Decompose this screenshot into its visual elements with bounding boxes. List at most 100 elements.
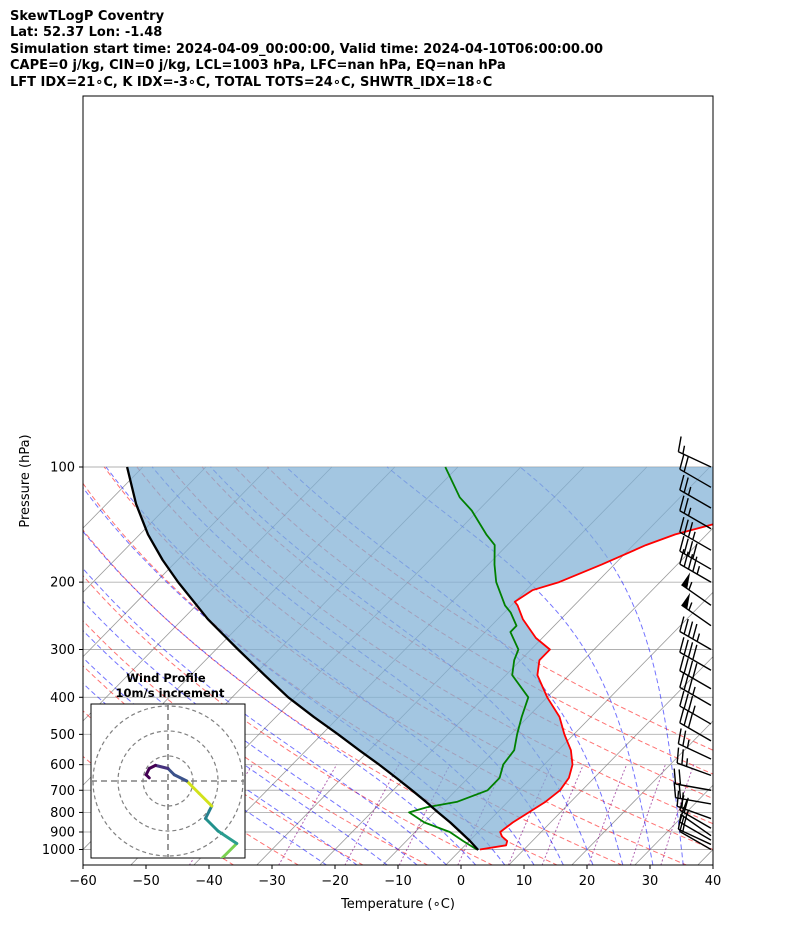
- x-tick-label: 10: [516, 874, 533, 889]
- wind-barb-flag: [679, 672, 685, 688]
- mixing-ratio-line: [344, 764, 400, 865]
- x-tick-label: −30: [258, 874, 285, 889]
- x-tick-label: −40: [195, 874, 222, 889]
- wind-barb-flag: [687, 677, 694, 693]
- wind-barb-flag: [692, 556, 698, 572]
- isotherm-line: [697, 848, 713, 865]
- wind-barb-shaft: [679, 531, 712, 551]
- wind-barb-flag: [683, 639, 689, 655]
- x-tick-label: −60: [69, 874, 96, 889]
- hodograph-title: Wind Profile: [126, 671, 206, 685]
- wind-barb-shaft: [675, 796, 712, 805]
- mixing-ratio-line: [629, 764, 666, 865]
- wind-barb-shaft: [679, 630, 712, 651]
- wind-barb-half-flag: [687, 486, 692, 496]
- wind-barb: [681, 572, 712, 606]
- wind-barb-flag: [683, 477, 689, 493]
- wind-barb-shaft: [679, 651, 712, 671]
- wind-barb-flag: [692, 644, 698, 660]
- wind-barb: [679, 454, 712, 488]
- wind-barb-half-flag: [685, 758, 689, 767]
- isotherm-line: [634, 784, 713, 865]
- wind-barb-shaft: [679, 489, 712, 509]
- x-tick-label: 40: [705, 874, 722, 889]
- wind-barb-flag: [679, 637, 685, 653]
- wind-barb-shaft: [679, 821, 712, 841]
- dry-adiabat-line: [201, 466, 713, 800]
- wind-barb: [679, 616, 712, 651]
- wind-barb-flag: [687, 695, 694, 712]
- mixing-ratio-line: [541, 764, 584, 865]
- wind-barb-flag: [687, 642, 694, 658]
- wind-barb-flag: [679, 517, 685, 533]
- wind-barb-flag: [679, 707, 685, 724]
- wind-barb-flag: [692, 543, 698, 559]
- wind-barb-flag: [692, 663, 698, 679]
- wind-barb-shaft: [679, 722, 712, 742]
- wind-barb-half-flag: [686, 739, 690, 749]
- wind-barb-flag: [678, 769, 682, 785]
- isotherm-line: [571, 720, 713, 865]
- y-tick-label: 200: [50, 576, 75, 591]
- wind-barb-flag: [687, 621, 694, 637]
- moist-adiabat-line: [519, 466, 684, 865]
- wind-barb-flag: [687, 660, 694, 676]
- wind-barb-flag: [681, 749, 684, 765]
- wind-barb-flag: [683, 710, 689, 726]
- wind-barb: [679, 707, 712, 742]
- wind-barb-shaft: [678, 828, 712, 846]
- wind-barb-shaft: [681, 604, 712, 627]
- hodograph-segment: [216, 829, 239, 845]
- wind-barb-flag: [679, 454, 685, 470]
- wind-barb-shaft: [678, 451, 712, 468]
- wind-barb: [679, 474, 712, 509]
- wind-barb-shaft: [678, 743, 712, 760]
- moist-adiabat-line: [83, 530, 477, 865]
- wind-barb-flag: [683, 498, 689, 514]
- wind-barb-flag: [692, 623, 698, 640]
- hodograph-segment: [204, 804, 214, 820]
- wind-barb: [679, 655, 712, 690]
- wind-barb-flag: [679, 690, 685, 707]
- wind-barb-flag: [677, 728, 682, 744]
- y-tick-label: 900: [50, 825, 75, 840]
- indices-line: LFT IDX=21∘C, K IDX=-3∘C, TOTAL TOTS=24∘…: [10, 74, 493, 90]
- isotherm-line: [760, 467, 794, 865]
- wind-barb: [679, 690, 712, 725]
- y-tick-label: 100: [50, 461, 75, 476]
- x-tick-label: 30: [642, 874, 659, 889]
- hodograph-segment: [222, 842, 239, 858]
- y-tick-label: 1000: [42, 843, 75, 858]
- wind-barb-flag: [687, 712, 694, 729]
- chart-title: SkewTLogP Coventry: [10, 9, 165, 24]
- x-tick-label: −10: [384, 874, 411, 889]
- wind-barb-half-flag: [688, 581, 693, 591]
- wind-barb-flag: [680, 800, 688, 816]
- wind-barb: [679, 672, 712, 706]
- wind-barb-half-flag: [682, 445, 686, 455]
- wind-barb-pennant: [681, 592, 691, 610]
- moist-adiabat-line: [386, 466, 654, 865]
- dry-adiabat-line: [83, 574, 494, 865]
- wind-barb-shaft: [679, 686, 712, 706]
- wind-barb-half-flag: [696, 566, 701, 575]
- parcel-profile: [125, 466, 480, 851]
- wind-barb-shaft: [679, 830, 712, 851]
- wind-barb-flag: [683, 538, 689, 554]
- wind-barb-flag: [687, 553, 694, 570]
- mixing-ratio-line: [660, 764, 695, 865]
- axes: −60 −50 −40 −30 −20 −10 0 10 20 30 40 1000 900 800 700…: [42, 461, 721, 890]
- y-tick-label: 500: [50, 728, 75, 743]
- wind-barb-half-flag: [696, 633, 701, 642]
- hodograph-segment: [154, 763, 170, 770]
- temperature-profile: [479, 523, 713, 851]
- y-tick-label: 700: [50, 784, 75, 799]
- y-tick-label: 400: [50, 691, 75, 706]
- wind-barb-flag: [687, 522, 694, 538]
- wind-barb: [673, 768, 712, 791]
- hodograph-inset: Wind Profile 10m/s increment: [90, 671, 246, 859]
- wind-barb-shaft: [676, 762, 712, 777]
- mixing-ratio-line: [278, 764, 338, 865]
- wind-barb-flag: [683, 456, 689, 472]
